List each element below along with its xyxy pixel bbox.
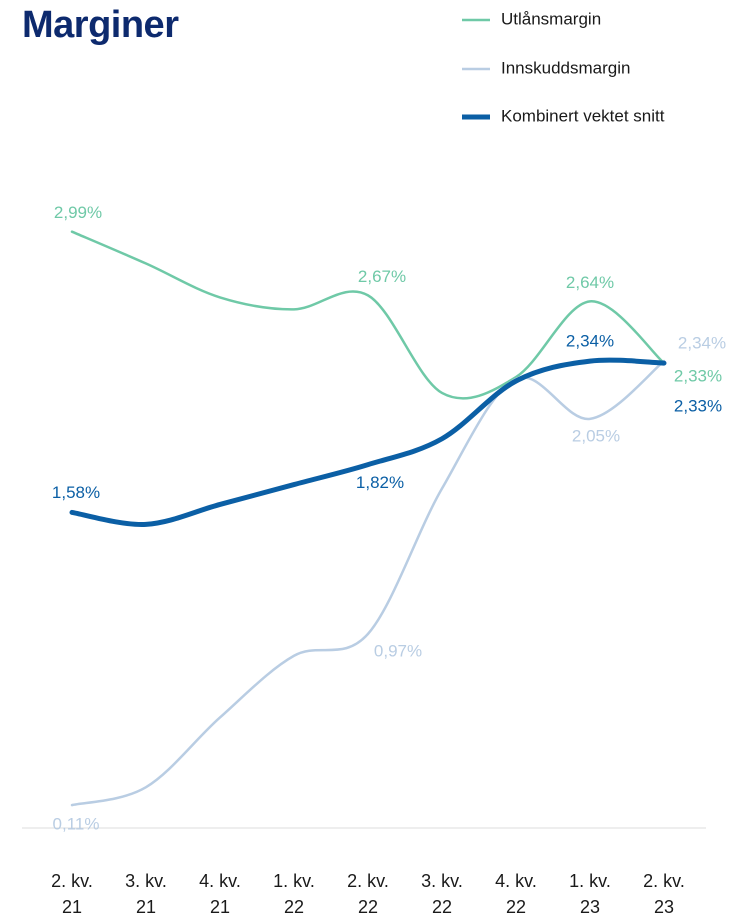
x-tick-label: 2. kv. 21 bbox=[51, 871, 93, 917]
data-label: 1,58% bbox=[52, 483, 100, 502]
x-tick-label: 1. kv. 23 bbox=[569, 871, 611, 917]
legend-label: Innskuddsmargin bbox=[501, 58, 630, 77]
data-label: 2,33% bbox=[674, 367, 722, 386]
data-label: 2,34% bbox=[566, 332, 614, 351]
x-tick-label: 2. kv. 22 bbox=[347, 871, 389, 917]
x-tick-label: 3. kv. 22 bbox=[421, 871, 463, 917]
legend-label: Utlånsmargin bbox=[501, 9, 601, 28]
data-label: 0,97% bbox=[374, 641, 422, 660]
data-label: 1,82% bbox=[356, 473, 404, 492]
legend-label: Kombinert vektet snitt bbox=[501, 106, 665, 125]
data-label: 2,34% bbox=[678, 334, 726, 353]
data-label: 0,11% bbox=[53, 815, 100, 834]
chart-title: Marginer bbox=[22, 4, 179, 46]
x-tick-label: 4. kv. 22 bbox=[495, 871, 537, 917]
series-line bbox=[70, 230, 666, 400]
x-tick-label: 4. kv. 21 bbox=[199, 871, 241, 917]
data-label: 2,99% bbox=[54, 203, 102, 222]
x-tick-label: 2. kv. 23 bbox=[643, 871, 685, 917]
data-label: 2,64% bbox=[566, 273, 614, 292]
data-label: 2,67% bbox=[358, 267, 406, 286]
x-tick-label: 3. kv. 21 bbox=[125, 871, 167, 917]
series-line bbox=[69, 357, 667, 527]
x-tick-label: 1. kv. 22 bbox=[273, 871, 315, 917]
data-label: 2,05% bbox=[572, 426, 620, 445]
data-label: 2,33% bbox=[674, 397, 722, 416]
series-line bbox=[70, 359, 666, 807]
